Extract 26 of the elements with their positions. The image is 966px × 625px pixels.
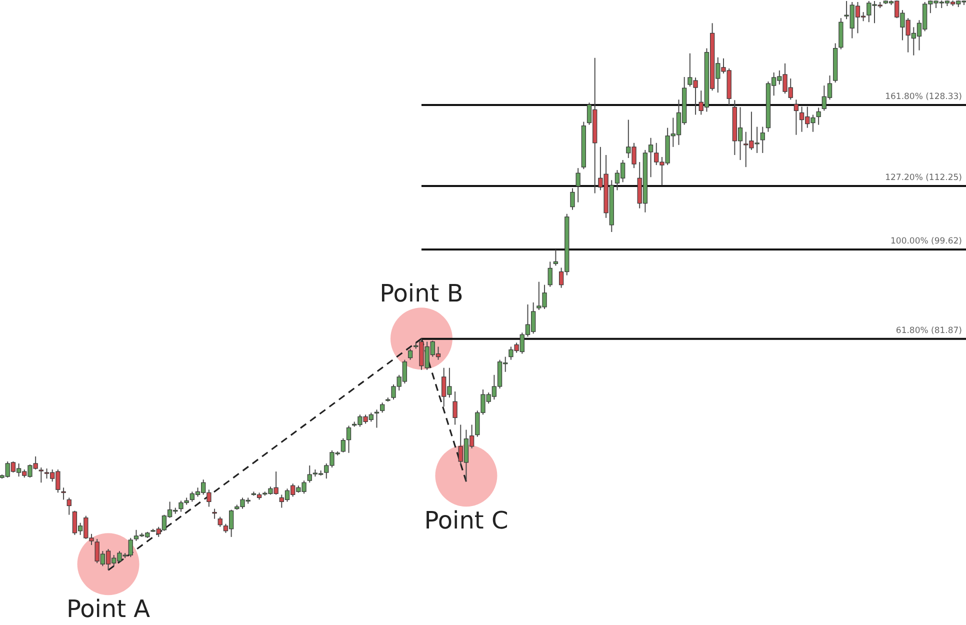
candlestick: [548, 261, 552, 288]
candlestick: [61, 487, 66, 500]
candlestick: [340, 438, 346, 453]
candlestick: [374, 409, 380, 428]
ref-line-label: 161.80% (128.33): [885, 92, 962, 102]
candlestick: [760, 126, 765, 154]
candlestick: [816, 107, 821, 126]
candlestick: [380, 402, 385, 414]
candlestick: [346, 425, 352, 454]
candlestick: [648, 137, 654, 178]
candlestick: [66, 497, 72, 516]
candlestick: [794, 99, 799, 136]
candlestick: [218, 516, 222, 528]
annotation: Point B: [380, 280, 464, 308]
candlestick: [408, 348, 413, 360]
candlestick: [212, 508, 217, 520]
ref-line-label: 127.20% (112.25): [885, 172, 962, 183]
candlestick: [38, 466, 44, 484]
annotation: Point C: [424, 506, 508, 535]
candlestick: [452, 391, 458, 426]
candlestick: [576, 168, 580, 203]
annotation: Point A: [66, 595, 151, 624]
ref-line-label: 100.00% (99.62): [890, 236, 962, 246]
candlestick: [553, 249, 558, 266]
ref-line-label: 61.80% (81.87): [896, 326, 962, 336]
candlestick: [570, 188, 575, 210]
